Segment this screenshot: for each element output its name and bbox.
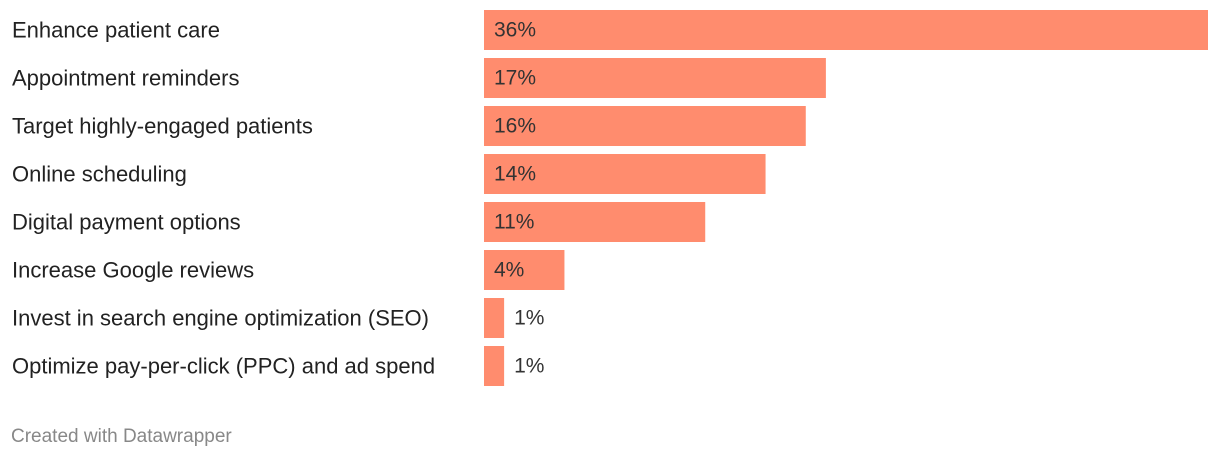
bar [484, 154, 766, 194]
value-label: 11% [494, 211, 534, 234]
category-label: Digital payment options [12, 210, 241, 235]
category-label: Appointment reminders [12, 66, 239, 91]
value-label: 14% [494, 163, 536, 186]
bar [484, 346, 505, 386]
bar [484, 10, 1208, 50]
bar [484, 106, 806, 146]
value-label: 16% [494, 115, 536, 138]
category-label: Enhance patient care [12, 18, 220, 43]
category-label: Online scheduling [12, 162, 187, 187]
category-label: Target highly-engaged patients [12, 114, 313, 139]
bar-chart: Enhance patient care 36% Appointment remin… [12, 10, 1208, 386]
category-label: Increase Google reviews [12, 258, 254, 283]
datawrapper-credit: Created with Datawrapper [11, 426, 232, 447]
value-label: 1% [514, 355, 544, 378]
bar [484, 250, 565, 290]
value-label: 4% [494, 259, 524, 282]
category-label: Invest in search engine optimization (SE… [12, 306, 429, 331]
value-label: 36% [494, 19, 536, 42]
value-label: 1% [514, 307, 544, 330]
category-label: Optimize pay-per-click (PPC) and ad spen… [12, 354, 435, 379]
bar [484, 202, 706, 242]
value-label: 17% [494, 67, 536, 90]
bar [484, 58, 826, 98]
bar [484, 298, 505, 338]
